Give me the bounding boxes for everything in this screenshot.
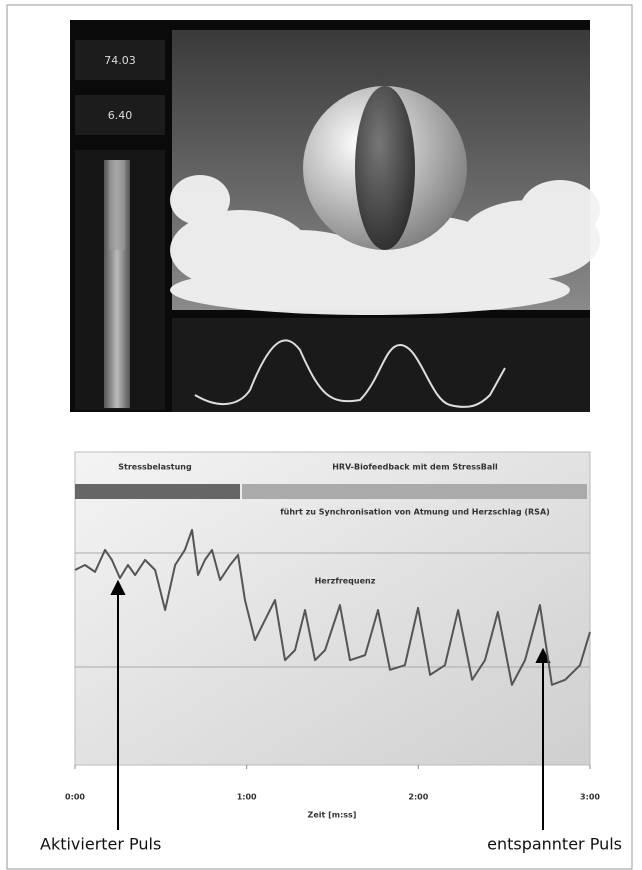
biofeedback-phase-bar	[242, 484, 587, 499]
x-tick-label: 3:00	[580, 793, 600, 802]
resp-value: 6.40	[108, 109, 133, 122]
x-axis-label: Zeit [m:ss]	[308, 811, 357, 820]
software-screenshot: 74.03 6.40	[70, 20, 600, 412]
stress-phase-bar	[75, 484, 240, 499]
figure: 74.03 6.40 Stressbelastung HRV-Biofeedba…	[0, 0, 642, 870]
hr-value: 74.03	[104, 54, 136, 67]
series-label: Herzfrequenz	[315, 577, 376, 586]
x-tick-label: 1:00	[237, 793, 257, 802]
subtitle: führt zu Synchronisation von Atmung und …	[280, 508, 550, 517]
header-right: HRV-Biofeedback mit dem StressBall	[332, 463, 498, 472]
x-tick-label: 0:00	[65, 793, 85, 802]
annotation: entspannter Puls	[487, 835, 622, 854]
annotation: Aktivierter Puls	[40, 835, 161, 854]
x-tick-label: 2:00	[408, 793, 428, 802]
header-left: Stressbelastung	[118, 463, 192, 472]
